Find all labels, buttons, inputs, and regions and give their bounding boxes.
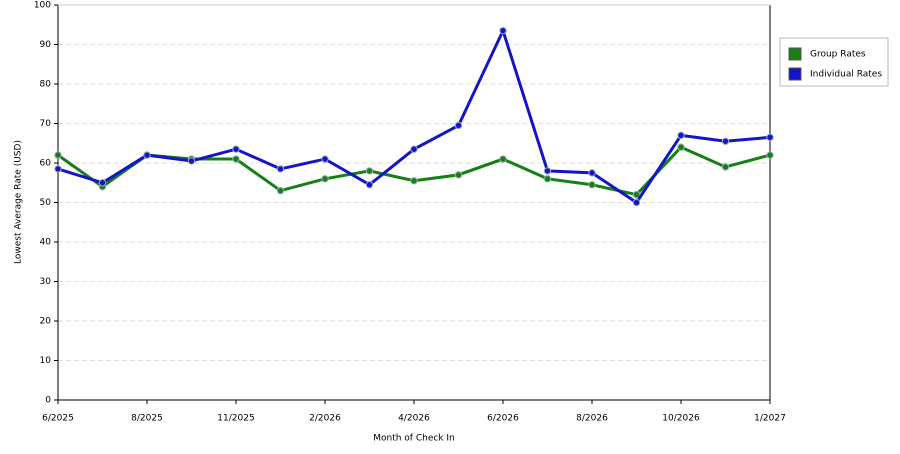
- x-tick-label: 4/2026: [398, 414, 430, 424]
- point: [543, 175, 552, 183]
- x-tick-label: 1/2027: [754, 414, 786, 424]
- y-tick-label: 100: [34, 1, 51, 11]
- point: [721, 137, 730, 145]
- point: [232, 145, 240, 153]
- x-tick-label: 8/2026: [576, 414, 608, 424]
- point: [187, 157, 196, 165]
- point: [766, 133, 774, 142]
- point: [454, 121, 463, 130]
- point: [588, 181, 596, 189]
- point: [143, 151, 151, 159]
- y-tick-label: 60: [40, 159, 52, 169]
- y-tick-label: 0: [45, 396, 51, 406]
- point: [276, 165, 285, 173]
- point: [632, 190, 641, 199]
- series-line: [57, 26, 771, 205]
- legend-swatch: [788, 67, 802, 81]
- x-tick-label: 6/2026: [487, 414, 519, 424]
- y-tick-label: 70: [40, 119, 52, 129]
- x-tick-label: 10/2026: [662, 414, 700, 424]
- y-tick-label: 10: [40, 356, 52, 366]
- point: [454, 171, 463, 179]
- point: [766, 151, 774, 159]
- y-tick-label: 30: [40, 277, 52, 287]
- point: [499, 26, 507, 35]
- y-tick-label: 40: [40, 238, 52, 248]
- x-axis-title: Month of Check In: [373, 434, 455, 444]
- point: [588, 169, 596, 177]
- point: [54, 151, 62, 159]
- point: [98, 179, 107, 187]
- x-tick-label: 2/2026: [309, 414, 341, 424]
- point: [410, 177, 418, 185]
- point: [232, 155, 240, 163]
- point: [543, 167, 552, 175]
- x-tick-label: 8/2025: [131, 414, 163, 424]
- point: [54, 165, 62, 173]
- y-tick-label: 80: [40, 80, 52, 90]
- y-tick-label: 90: [40, 40, 52, 50]
- point: [499, 155, 507, 163]
- series-line: [57, 145, 771, 197]
- point: [677, 131, 685, 140]
- point: [410, 145, 418, 153]
- point: [632, 198, 641, 207]
- point: [721, 163, 730, 171]
- point: [321, 175, 329, 183]
- legend-swatch: [788, 47, 802, 61]
- point: [677, 143, 685, 151]
- y-axis-title: Lowest Average Rate (USD): [14, 140, 24, 264]
- legend-label: Individual Rates: [810, 70, 882, 80]
- y-tick-label: 50: [40, 198, 52, 208]
- x-tick-label: 6/2025: [42, 414, 74, 424]
- point: [365, 181, 374, 189]
- legend-label: Group Rates: [810, 50, 866, 60]
- point: [276, 186, 285, 195]
- point: [365, 167, 374, 175]
- point: [321, 155, 329, 163]
- x-tick-label: 11/2025: [217, 414, 254, 424]
- y-tick-label: 20: [40, 317, 52, 327]
